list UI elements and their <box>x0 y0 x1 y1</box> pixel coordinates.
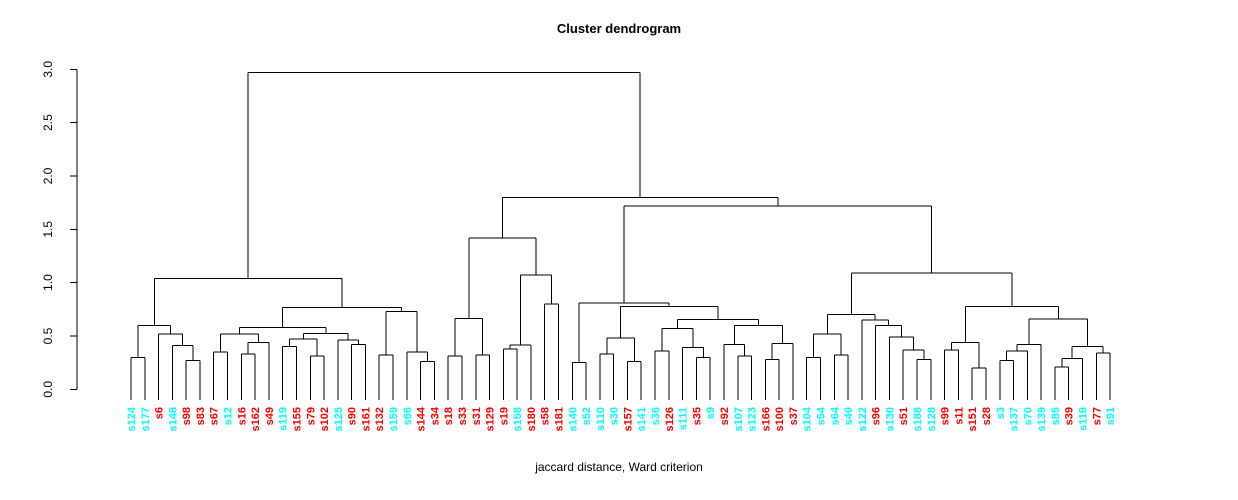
leaf-label: s52 <box>581 407 593 425</box>
y-axis-tick-label: 1.5 <box>41 221 55 238</box>
leaf-label: s158 <box>512 407 524 431</box>
leaf-label: s31 <box>471 407 483 425</box>
y-axis-tick-label: 1.0 <box>41 274 55 291</box>
leaf-label: s128 <box>926 407 938 431</box>
leaf-label: s140 <box>567 407 579 431</box>
y-axis-tick-label: 3.0 <box>41 61 55 78</box>
leaf-label: s151 <box>967 407 979 431</box>
dendrogram-links <box>130 72 1111 400</box>
leaf-label: s99 <box>940 407 952 425</box>
leaf-label: s83 <box>195 407 207 425</box>
leaf-label: s155 <box>292 407 304 431</box>
leaf-label: s77 <box>1091 407 1103 425</box>
leaf-label: s119 <box>278 407 290 431</box>
leaf-label: s28 <box>981 407 993 425</box>
leaf-label: s123 <box>747 407 759 431</box>
y-axis-tick-label: 0.5 <box>41 327 55 344</box>
leaf-label: s66 <box>402 407 414 425</box>
y-axis-tick-label: 0.0 <box>41 381 55 398</box>
leaf-label: s40 <box>843 407 855 425</box>
leaf-label: s12 <box>223 407 235 425</box>
y-axis-tick-label: 2.5 <box>41 114 55 131</box>
leaf-label: s90 <box>347 407 359 425</box>
leaf-label: s130 <box>884 407 896 431</box>
leaf-label: s34 <box>429 406 441 425</box>
leaf-label: s54 <box>816 406 828 425</box>
leaf-label: s92 <box>719 407 731 425</box>
leaf-label: s141 <box>636 407 648 431</box>
leaf-label: s129 <box>485 407 497 431</box>
chart-title: Cluster dendrogram <box>556 21 682 36</box>
leaf-label: s100 <box>774 407 786 431</box>
leaf-label: s33 <box>457 407 469 425</box>
leaf-label: s102 <box>319 407 331 431</box>
leaf-label: s96 <box>871 407 883 425</box>
leaf-label: s11 <box>953 407 965 425</box>
leaf-label: s132 <box>374 407 386 431</box>
leaf-label: s18 <box>443 407 455 425</box>
y-axis <box>70 68 78 390</box>
leaf-label: s159 <box>388 407 400 431</box>
leaf-label: s137 <box>1009 407 1021 431</box>
leaf-label: s166 <box>760 407 772 431</box>
leaf-label: s125 <box>333 407 345 431</box>
leaf-label: s64 <box>829 406 841 425</box>
leaf-label: s51 <box>898 407 910 425</box>
leaf-label: s6 <box>154 407 166 419</box>
leaf-label: s177 <box>140 407 152 431</box>
leaf-label: s181 <box>554 407 566 431</box>
leaf-label: s126 <box>664 407 676 431</box>
leaf-label: s36 <box>650 407 662 425</box>
leaf-label: s3 <box>995 407 1007 419</box>
leaf-label: s35 <box>691 407 703 425</box>
leaf-label: s30 <box>609 407 621 425</box>
leaf-label: s79 <box>305 407 317 425</box>
leaf-label: s67 <box>209 407 221 425</box>
leaf-label: s49 <box>264 407 276 425</box>
leaf-label: s139 <box>1036 407 1048 431</box>
leaf-label: s124 <box>126 406 138 431</box>
leaf-label: s107 <box>733 407 745 431</box>
leaf-label: s58 <box>540 407 552 425</box>
leaf-label: s144 <box>416 406 428 431</box>
leaf-label: s162 <box>250 407 262 431</box>
leaf-label: s148 <box>167 407 179 431</box>
leaf-label: s19 <box>498 407 510 425</box>
leaf-label: s188 <box>912 407 924 431</box>
leaf-label: s122 <box>857 407 869 431</box>
leaf-label: s70 <box>1022 407 1034 425</box>
leaf-label: s98 <box>181 407 193 425</box>
leaf-label: s85 <box>1050 407 1062 425</box>
chart-subcaption: jaccard distance, Ward criterion <box>535 460 703 474</box>
leaf-label: s111 <box>678 407 690 430</box>
leaf-label: s180 <box>526 407 538 431</box>
leaf-label: s37 <box>788 407 800 425</box>
y-axis-tick-label: 2.0 <box>41 167 55 184</box>
leaf-label: s161 <box>360 407 372 431</box>
leaf-label: s110 <box>595 407 607 431</box>
leaf-label: s118 <box>1078 407 1090 431</box>
leaf-label: s9 <box>705 407 717 419</box>
leaf-label: s157 <box>622 407 634 431</box>
leaf-label: s39 <box>1064 407 1076 425</box>
leaf-label: s91 <box>1105 407 1117 425</box>
leaf-label: s16 <box>236 407 248 425</box>
leaf-label: s104 <box>802 406 814 431</box>
